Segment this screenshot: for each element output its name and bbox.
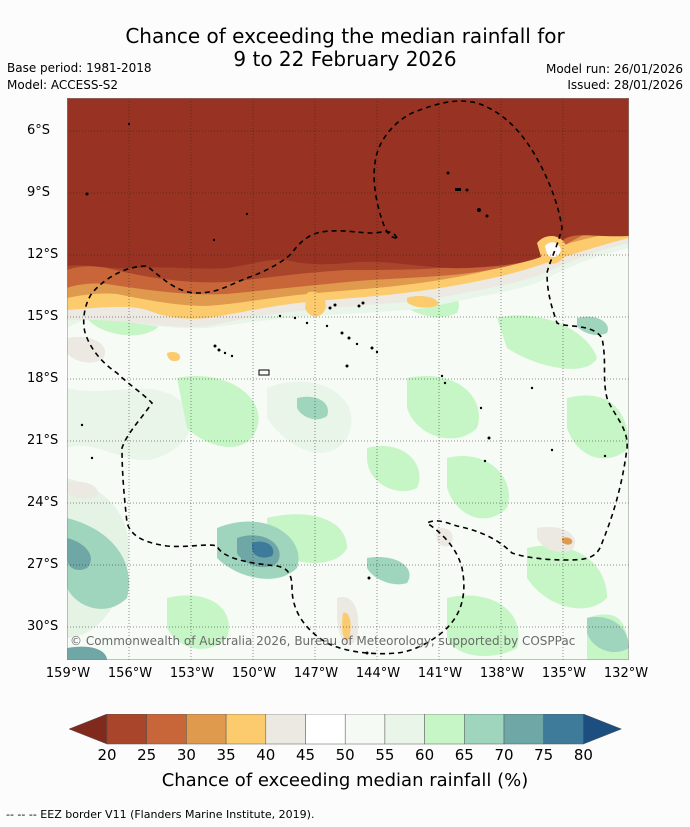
lon-label: 153°W [169,666,215,681]
lon-label: 132°W [603,666,649,681]
lon-label: 144°W [355,666,401,681]
colorbar-tick-label: 25 [137,746,157,764]
colorbar-swatch [225,714,267,745]
colorbar-swatch [384,714,425,745]
orange-spot [342,612,351,641]
lon-label: 141°W [417,666,463,681]
colorbar-tick-label: 60 [415,746,435,764]
colorbar-tick-label: 35 [216,746,236,764]
eez-legend: -- -- -- EEZ border V11 (Flanders Marine… [6,808,315,821]
map-title-line1: Chance of exceeding the median rainfall … [125,24,565,48]
colorbar-tick-label: 55 [375,746,395,764]
colorbar-swatch [186,714,227,745]
lon-label: 135°W [541,666,587,681]
colorbar-swatch [106,714,147,745]
orange-spot [167,351,181,362]
lon-label: 147°W [293,666,339,681]
colorbar-swatch [464,714,505,745]
colorbar-swatch [424,714,465,745]
lat-label: 24°S [27,495,59,510]
gridlines [67,98,629,660]
map-frame [67,98,629,660]
lon-label: 138°W [479,666,525,681]
colorbar-tick-label: 50 [335,746,355,764]
model-name: Model: ACCESS-S2 [7,78,119,92]
colorbar-tick-label: 75 [534,746,554,764]
lat-label: 18°S [27,371,59,386]
colorbar-swatch [146,714,187,745]
colorbar-swatch [344,714,386,745]
copyright-notice: © Commonwealth of Australia 2026, Bureau… [70,634,576,648]
model-run: Model run: 26/01/2026 [545,62,683,76]
lon-label: 156°W [107,666,153,681]
colorbar-title: Chance of exceeding median rainfall (%) [161,770,529,791]
lat-label: 27°S [27,557,59,572]
colorbar-tick-label: 80 [573,746,593,764]
issued-date: Issued: 28/01/2026 [567,78,683,92]
colorbar-swatch [503,714,544,745]
colorbar-tick-label: 65 [454,746,474,764]
lon-label: 159°W [45,666,91,681]
colorbar-arrow-high [583,714,623,745]
colorbar-tick-label: 40 [256,746,276,764]
colorbar-tick-label: 30 [176,746,196,764]
lat-label: 30°S [27,619,59,634]
colorbar-swatch [305,714,346,745]
lat-label: 12°S [27,247,59,262]
colorbar-tick-label: 45 [295,746,316,764]
orange-spot [561,537,573,545]
colorbar-tick-label: 70 [494,746,514,764]
eez-border [82,100,628,655]
lat-label: 9°S [27,185,51,200]
base-period: Base period: 1981-2018 [7,61,152,75]
colorbar-tick-label: 20 [97,746,117,764]
lon-label: 150°W [231,666,277,681]
islands [80,122,607,655]
lat-label: 21°S [27,433,59,448]
colorbar-swatch [543,714,584,745]
colorbar-arrow-low [68,714,108,745]
colorbar [68,714,623,745]
lat-label: 6°S [27,123,51,138]
lat-label: 15°S [27,309,59,324]
map-title-line2: 9 to 22 February 2026 [233,47,457,71]
rainfall-map [67,98,629,660]
colorbar-swatch [265,714,306,745]
dry-band [67,98,629,329]
teal-areas [67,316,629,660]
